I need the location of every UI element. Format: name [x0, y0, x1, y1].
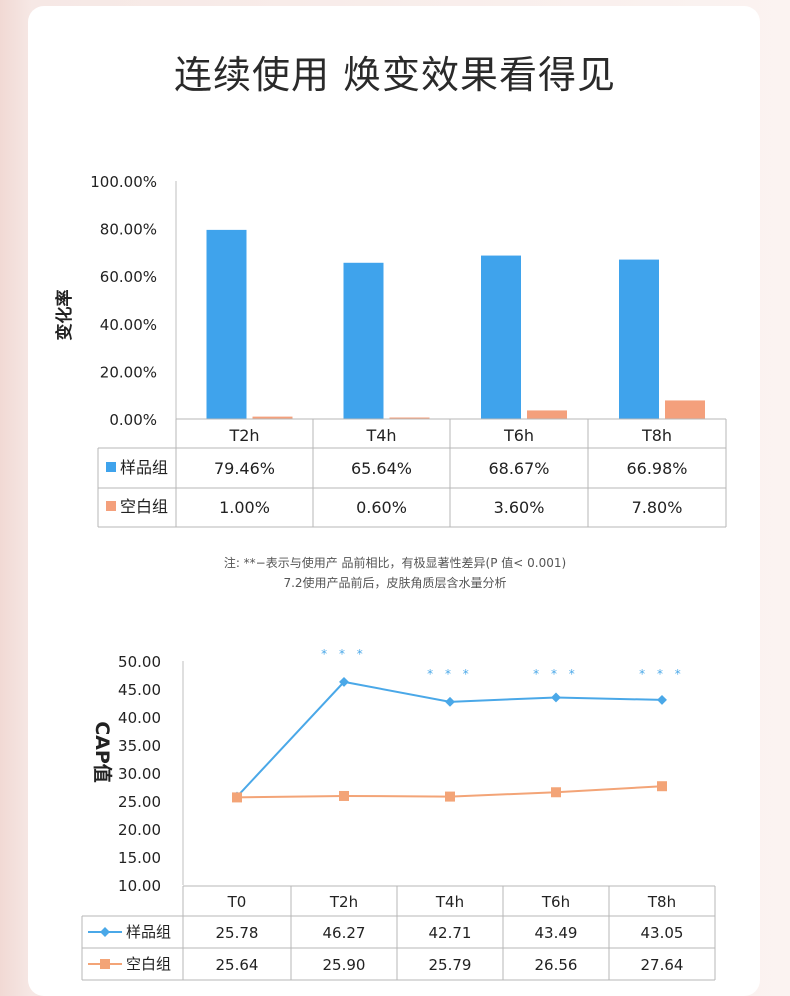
- bar-mark: [665, 400, 705, 419]
- content-card: [28, 6, 760, 996]
- bar-data-label: 66.98%: [626, 459, 687, 478]
- bar-data-label: 68.67%: [488, 459, 549, 478]
- note-line-2: 7.2使用产品前后，皮肤角质层含水量分析: [283, 576, 507, 590]
- bar-legend-swatch: [106, 462, 116, 472]
- bar-mark: [252, 416, 293, 419]
- bar-category-label: T6h: [503, 426, 534, 445]
- bar-data-label: 0.60%: [356, 498, 407, 517]
- bar-mark: [619, 259, 659, 419]
- bar-y-tick-label: 80.00%: [100, 221, 157, 239]
- bar-chart-ylabel: 变化率: [54, 290, 75, 341]
- bar-data-label: 7.80%: [632, 498, 683, 517]
- bar-mark: [389, 417, 430, 419]
- bar-legend-label: 样品组: [120, 458, 168, 477]
- bar-mark: [343, 262, 384, 419]
- bar-mark: [527, 410, 567, 419]
- bar-y-tick-label: 60.00%: [100, 268, 157, 286]
- bar-category-label: T4h: [365, 426, 396, 445]
- bar-data-label: 65.64%: [351, 459, 412, 478]
- bar-y-tick-label: 0.00%: [109, 411, 157, 429]
- bar-category-label: T2h: [228, 426, 259, 445]
- bar-legend-label: 空白组: [120, 497, 168, 516]
- bar-mark: [481, 255, 521, 419]
- bar-data-label: 1.00%: [219, 498, 270, 517]
- bar-data-label: 3.60%: [494, 498, 545, 517]
- note-line-1: 注: **−表示与使用产 品前相比，有极显著性差异(P 值< 0.001): [223, 556, 567, 570]
- bar-y-tick-label: 40.00%: [100, 316, 157, 334]
- page-title: 连续使用 焕变效果看得见: [173, 53, 617, 97]
- bar-legend-swatch: [106, 501, 116, 511]
- bar-mark: [206, 229, 247, 419]
- bar-category-label: T8h: [641, 426, 672, 445]
- bar-y-tick-label: 100.00%: [90, 173, 157, 191]
- bar-data-label: 79.46%: [214, 459, 275, 478]
- bar-y-tick-label: 20.00%: [100, 363, 157, 381]
